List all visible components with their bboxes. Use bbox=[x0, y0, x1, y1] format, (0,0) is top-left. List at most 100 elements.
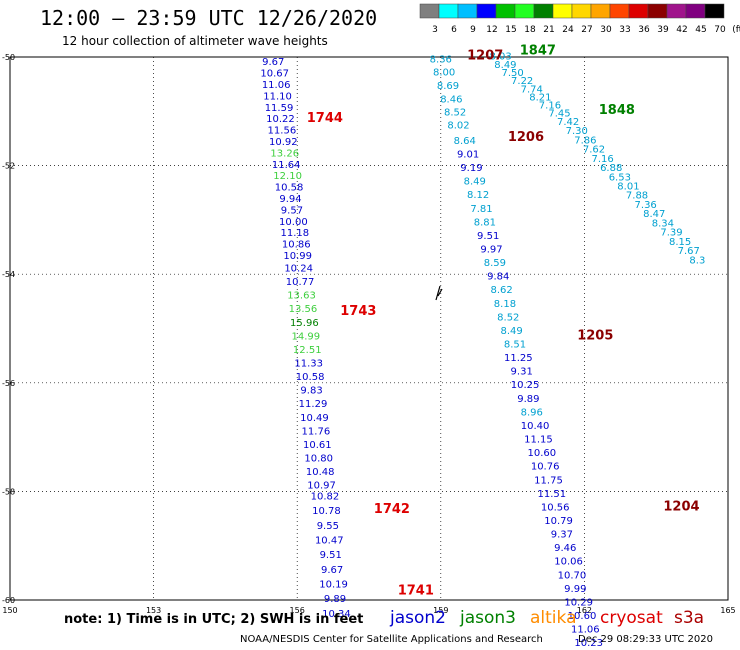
track-pass-label: 1204 bbox=[663, 499, 699, 514]
wave-height-value: 10.61 bbox=[303, 440, 332, 451]
wave-height-value: 8.12 bbox=[467, 190, 489, 201]
wave-height-value: 8.49 bbox=[494, 60, 516, 71]
wave-height-value: 11.15 bbox=[524, 435, 553, 446]
wave-height-value: 13.26 bbox=[270, 148, 299, 159]
wave-height-value: 11.76 bbox=[302, 426, 331, 437]
x-tick-label: 156 bbox=[290, 606, 305, 615]
wave-height-value: 10.56 bbox=[541, 502, 570, 513]
wave-height-value: 9.46 bbox=[554, 543, 576, 554]
wave-height-value: 10.80 bbox=[304, 454, 333, 465]
wave-height-value: 10.97 bbox=[307, 481, 336, 492]
wave-height-value: 8.02 bbox=[447, 121, 469, 132]
wave-height-value: 8.34 bbox=[652, 218, 674, 229]
wave-height-value: 7.45 bbox=[548, 109, 570, 120]
y-tick-label: -60 bbox=[2, 596, 15, 605]
legend-label: 6 bbox=[451, 25, 457, 35]
wave-height-value: 11.06 bbox=[262, 80, 291, 91]
wave-height-value: 10.82 bbox=[311, 492, 340, 503]
wave-height-value: 8.00 bbox=[433, 67, 455, 78]
wave-height-value: 9.57 bbox=[281, 205, 303, 216]
wave-height-value: 7.67 bbox=[678, 246, 700, 257]
wave-height-value: 10.86 bbox=[282, 240, 311, 251]
track-pass-label: 1206 bbox=[508, 130, 544, 145]
mission-altika: altika bbox=[530, 608, 577, 628]
wave-height-value: 10.58 bbox=[275, 183, 304, 194]
legend-label: 33 bbox=[619, 25, 630, 35]
wave-height-value: 10.67 bbox=[260, 69, 289, 80]
wave-height-value: 8.36 bbox=[430, 54, 452, 65]
wave-height-value: 8.01 bbox=[617, 181, 639, 192]
mission-cryosat: cryosat bbox=[600, 608, 663, 628]
wave-height-value: 11.25 bbox=[504, 353, 533, 364]
wave-height-value: 10.60 bbox=[568, 611, 597, 622]
wave-height-value: 9.01 bbox=[457, 149, 479, 160]
wave-height-value: 9.97 bbox=[480, 244, 502, 255]
legend-label: 36 bbox=[638, 25, 650, 35]
wave-height-value: 9.51 bbox=[477, 231, 499, 242]
wave-height-value: 7.16 bbox=[539, 101, 561, 112]
wave-height-value: 7.42 bbox=[557, 117, 579, 128]
wave-height-value: 15.96 bbox=[290, 318, 319, 329]
legend-label: 12 bbox=[486, 25, 497, 35]
wave-height-value: 10.22 bbox=[266, 114, 295, 125]
chart-subtitle: 12 hour collection of altimeter wave hei… bbox=[62, 34, 328, 48]
wave-height-value: 7.22 bbox=[511, 76, 533, 87]
wave-height-value: 10.76 bbox=[531, 462, 560, 473]
wave-height-value: 8.15 bbox=[669, 237, 691, 248]
wave-height-value: 9.99 bbox=[564, 584, 586, 595]
wave-height-value: 10.60 bbox=[527, 448, 556, 459]
mission-jason2: jason2 bbox=[390, 608, 446, 628]
generated-timestamp: Dec 29 08:29:33 UTC 2020 bbox=[578, 634, 713, 645]
wave-height-value: 9.83 bbox=[300, 386, 322, 397]
wave-height-value: 9.84 bbox=[487, 272, 509, 283]
wave-height-value: 10.77 bbox=[286, 277, 315, 288]
track-pass-label: 1848 bbox=[599, 103, 635, 118]
wave-height-value: 12.51 bbox=[293, 345, 322, 356]
legend-label: 39 bbox=[657, 25, 669, 35]
wave-height-value: 11.59 bbox=[265, 103, 294, 114]
track-pass-label: 1205 bbox=[577, 328, 613, 343]
x-tick-label: 165 bbox=[720, 606, 735, 615]
wave-height-value: 7.74 bbox=[521, 84, 543, 95]
wave-height-value: 7.16 bbox=[591, 154, 613, 165]
legend-label: 24 bbox=[562, 25, 574, 35]
wave-height-value: 10.40 bbox=[521, 421, 550, 432]
track-pass-label: 1741 bbox=[398, 584, 434, 599]
credit-line: NOAA/NESDIS Center for Satellite Applica… bbox=[240, 634, 543, 645]
wave-height-value: 11.33 bbox=[294, 359, 323, 370]
wave-height-value: 10.25 bbox=[511, 380, 540, 391]
wave-height-value: 10.48 bbox=[306, 467, 335, 478]
wave-height-value: 10.23 bbox=[574, 638, 603, 649]
wave-height-value: 11.06 bbox=[571, 625, 600, 636]
y-tick-label: -56 bbox=[2, 379, 15, 388]
legend-label: 27 bbox=[581, 25, 592, 35]
wave-height-value: 11.64 bbox=[272, 160, 301, 171]
wave-height-value: 12.10 bbox=[273, 171, 302, 182]
track-pass-label: 1847 bbox=[520, 43, 556, 58]
wave-height-value: 8.96 bbox=[521, 407, 543, 418]
wave-height-value: 8.46 bbox=[440, 95, 462, 106]
legend-label: 18 bbox=[524, 25, 536, 35]
track-pass-label: 1207 bbox=[467, 49, 503, 64]
legend-label: 21 bbox=[543, 25, 554, 35]
wave-height-value: 8.52 bbox=[497, 312, 519, 323]
plot-frame bbox=[9, 56, 729, 601]
wave-height-value: 8.81 bbox=[474, 217, 496, 228]
wave-height-value: 9.31 bbox=[511, 367, 533, 378]
wave-height-value: 11.10 bbox=[263, 91, 292, 102]
wave-height-value: 10.58 bbox=[296, 372, 325, 383]
wave-height-value: 14.99 bbox=[291, 331, 320, 342]
track-pass-label: 1743 bbox=[340, 304, 376, 319]
wave-height-value: 8.64 bbox=[454, 136, 476, 147]
wave-height-value: 10.06 bbox=[554, 557, 583, 568]
wave-height-value: 7.39 bbox=[660, 228, 682, 239]
wave-height-value: 11.75 bbox=[534, 475, 563, 486]
wave-height-value: 7.62 bbox=[583, 145, 605, 156]
wave-height-value: 8.59 bbox=[484, 258, 506, 269]
wave-height-value: 10.47 bbox=[315, 536, 344, 547]
wave-height-value: 10.24 bbox=[284, 263, 313, 274]
wave-height-value: 10.00 bbox=[279, 217, 308, 228]
wave-height-value: 8.69 bbox=[437, 81, 459, 92]
